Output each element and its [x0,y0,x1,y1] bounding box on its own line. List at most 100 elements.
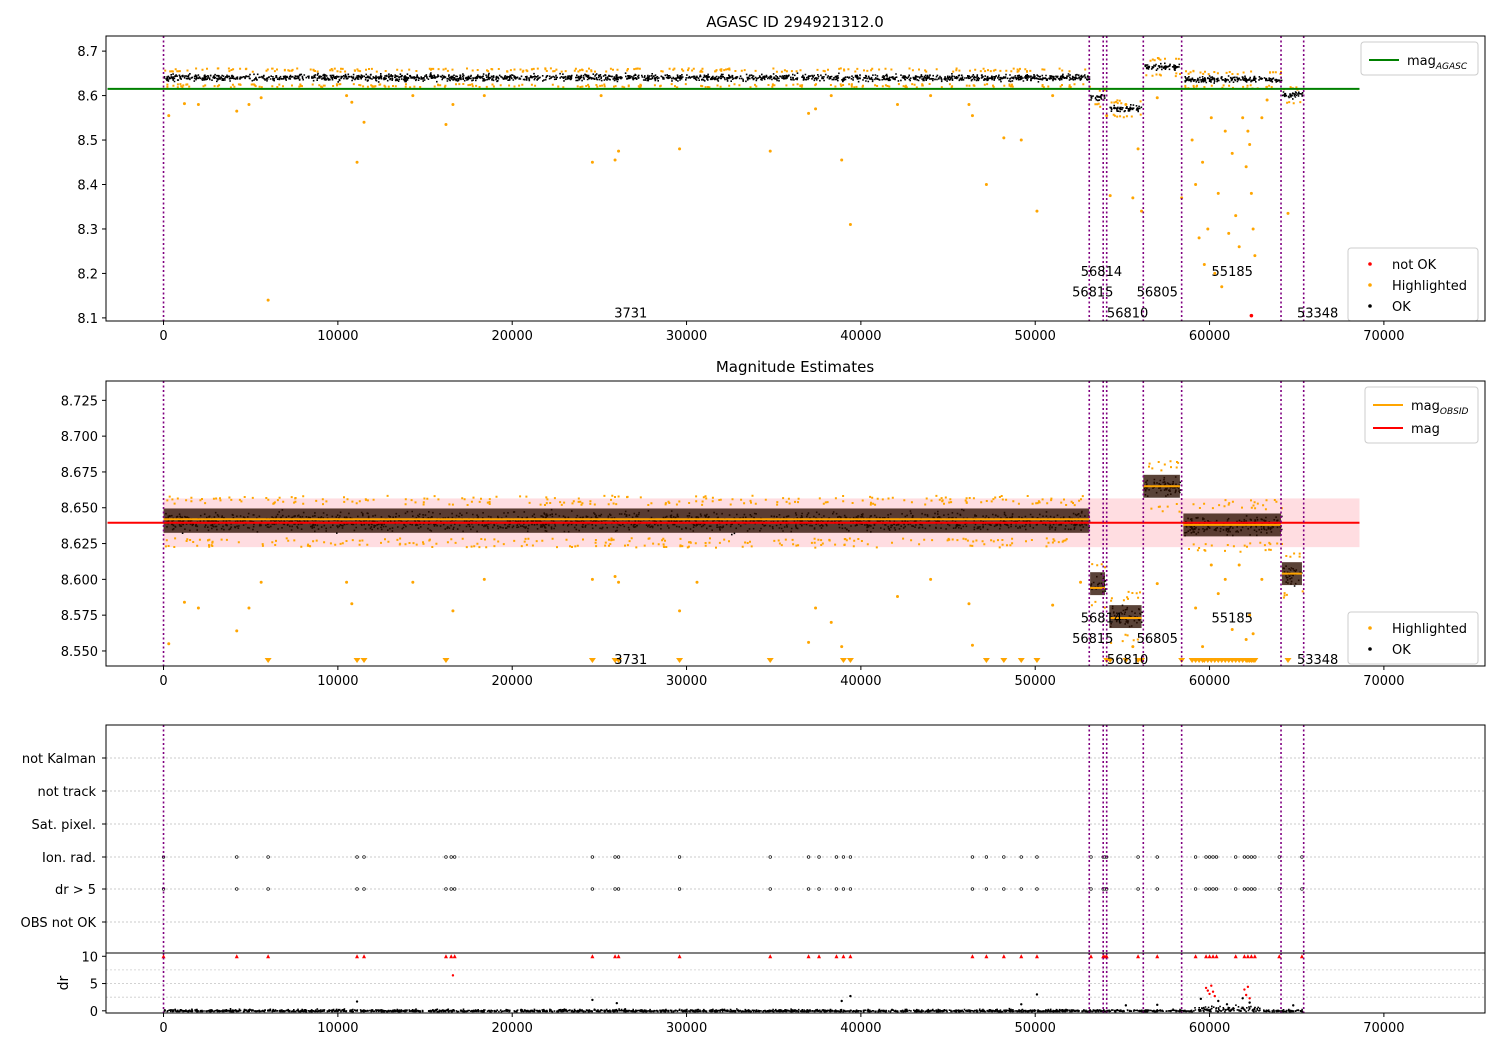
flag-point [362,855,366,859]
highlighted-point [1248,142,1252,146]
highlighted-point [345,580,349,584]
flag-point [590,887,595,891]
highlighted-point [182,102,186,106]
highlighted-point [967,602,971,606]
below-range-marker [846,658,854,663]
below-range-marker [588,658,596,663]
highlighted-point [1131,196,1135,200]
legend-label: Highlighted [1392,622,1467,637]
dr-capped-marker [768,954,773,959]
flag-point [1234,855,1238,859]
below-range-marker [442,658,450,663]
flag-point [1242,855,1247,859]
x-tick-label: 40000 [840,674,881,689]
dr-capped-marker [355,954,360,959]
highlighted-point [247,606,251,610]
highlighted-point [929,94,933,98]
x-tick-label: 50000 [1015,1021,1056,1036]
x-tick-label: 50000 [1015,329,1056,344]
highlighted-point [1194,606,1198,610]
highlighted-point [768,149,772,153]
below-range-marker [1000,658,1008,663]
flag-point [817,887,821,891]
flag-point [266,887,270,891]
flag-point [1089,855,1093,859]
mid-plot-frame [105,380,1486,667]
dr-outlier-point [355,1000,359,1003]
top-plot-frame [105,35,1486,322]
ok-points-cloud [1109,104,1143,113]
flag-category-label: Sat. pixel. [32,818,96,833]
highlighted-point [1019,138,1023,142]
dr-outlier-point [840,999,843,1003]
obsid-annotation: 56815 [1072,632,1113,647]
highlighted-point [1230,151,1234,155]
dr-capped-marker [590,954,595,959]
obsid-annotation: 56810 [1107,307,1148,322]
below-range-marker [1033,658,1041,663]
flag-point [1002,855,1006,859]
dr-capped-marker [161,954,166,959]
below-range-marker [1106,658,1114,663]
dr-capped-marker [1242,954,1247,959]
highlighted-point [695,580,699,584]
highlighted-point [1131,645,1135,649]
x-tick-label: 20000 [492,1021,533,1036]
flag-point [834,855,839,859]
dr-points-cloud [163,1004,1304,1013]
dr-capped-marker [1136,954,1141,959]
legend-label-subscript: OBSID [1440,407,1469,417]
obsid-annotation: 53348 [1297,653,1338,668]
highlighted-point [1244,638,1248,642]
highlighted-points-cloud [1282,552,1304,599]
highlighted-point [1124,102,1128,106]
highlighted-point [1105,114,1109,118]
x-tick-label: 10000 [317,674,358,689]
highlighted-point [1051,94,1055,98]
below-range-marker [360,658,368,663]
highlighted-point [1220,285,1224,289]
highlighted-point [895,102,899,106]
highlighted-point [1253,254,1257,258]
legend-marker-swatch [1368,262,1372,266]
flag-point [677,855,682,859]
flag-point [1253,887,1257,891]
legend-marker-swatch [1368,304,1372,308]
highlighted-point [613,158,617,162]
obsid-annotation: 56815 [1072,286,1113,301]
highlighted-point [411,580,415,584]
highlighted-point [1035,209,1039,213]
highlighted-point [451,102,455,106]
y-tick-label: 8.700 [61,430,98,445]
highlighted-point [345,94,349,98]
dr-outlier-point [1217,999,1220,1003]
highlighted-point [355,160,359,164]
flag-point [1300,855,1304,859]
highlighted-point [1206,227,1210,231]
flag-point [1155,855,1159,859]
dr-capped-marker [1277,954,1282,959]
y-tick-label: 8.3 [77,223,98,238]
flag-point [453,855,457,859]
highlighted-point [1194,183,1198,187]
x-tick-label: 20000 [492,329,533,344]
flag-point [841,887,846,891]
flag-point [453,887,457,891]
flag-point [841,855,846,859]
flag-point [1300,887,1304,891]
highlighted-point [814,107,818,111]
mid-panel-title: Magnitude Estimates [716,358,874,376]
highlighted-point [840,158,844,162]
dr-capped-marker [984,954,989,959]
highlighted-point [617,580,621,584]
below-range-marker [1251,658,1259,663]
dr-axis-label: dr [56,975,72,990]
highlighted-point [1246,129,1250,133]
dr-outlier-point [615,1001,619,1005]
flag-point [806,887,811,891]
below-range-marker [1284,658,1292,663]
highlighted-point [929,577,933,581]
dr-capped-marker [1019,954,1024,959]
flag-category-label: Ion. rad. [42,851,96,866]
flag-point [1277,887,1281,891]
